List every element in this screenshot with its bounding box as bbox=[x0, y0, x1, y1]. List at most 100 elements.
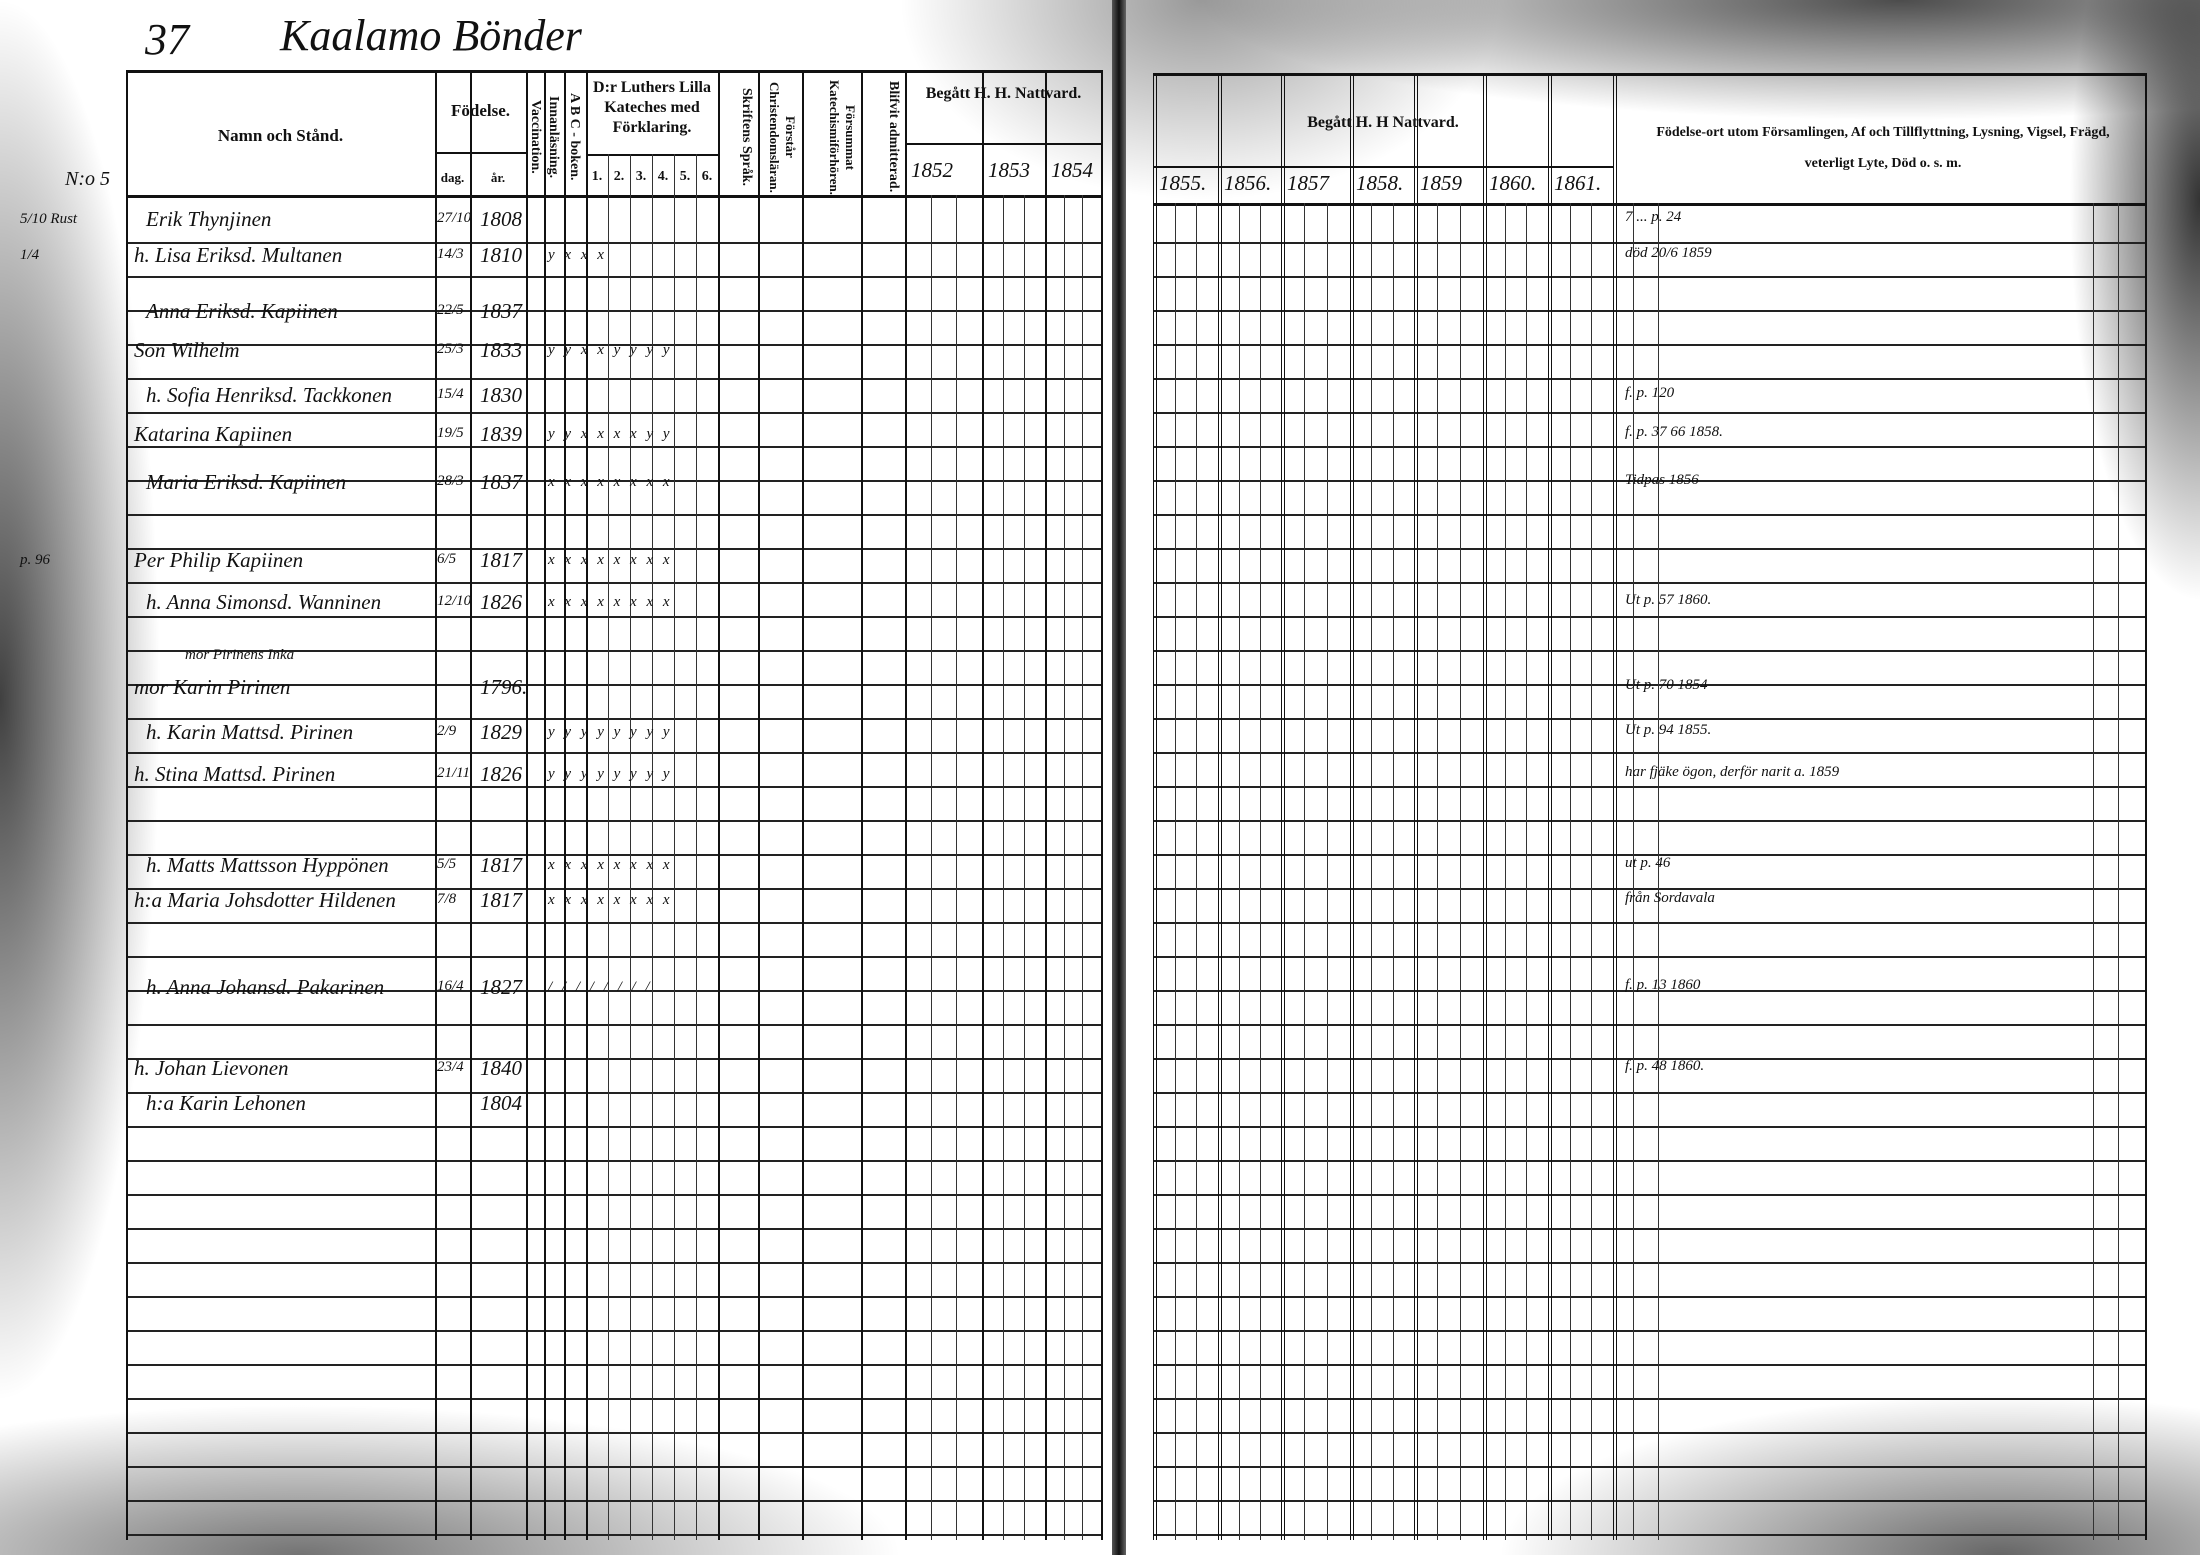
birth-year: 1829 bbox=[480, 720, 522, 744]
birth-year: 1804 bbox=[480, 1091, 522, 1115]
column-divider bbox=[564, 70, 566, 1540]
left-page-table: Namn och Stånd. Födelse. dag. år. Vaccin… bbox=[126, 70, 1103, 1540]
person-name: h. Matts Mattsson Hyppönen bbox=[146, 853, 389, 877]
header-neglected: Försummat Katechismiförhören. bbox=[826, 79, 858, 195]
column-divider bbox=[1591, 203, 1593, 1540]
column-divider bbox=[1063, 195, 1065, 1540]
column-divider bbox=[1350, 73, 1354, 1540]
progress-marks: x x x x x x x x bbox=[548, 594, 673, 610]
column-divider bbox=[1633, 203, 1634, 1540]
column-divider bbox=[1003, 195, 1004, 1540]
column-divider bbox=[758, 70, 760, 1540]
entry-note: död 20/6 1859 bbox=[1625, 245, 1712, 261]
column-divider bbox=[1613, 73, 1617, 1540]
birth-day: 19/5 bbox=[437, 425, 464, 441]
entry-note: f. p. 13 1860 bbox=[1625, 977, 1701, 993]
column-divider bbox=[1045, 70, 1047, 1540]
column-divider bbox=[930, 195, 932, 1540]
birth-year: 1817 bbox=[480, 888, 522, 912]
person-name: Katarina Kapiinen bbox=[134, 422, 293, 446]
header-communion-year: 1858. bbox=[1356, 171, 1404, 195]
progress-marks: x x x x x x x x bbox=[548, 892, 673, 908]
header-communion-right: Begått H. H Nattvard. bbox=[1307, 114, 1459, 131]
column-divider bbox=[1239, 203, 1240, 1540]
birth-year: 1808 bbox=[480, 207, 522, 231]
entry-note: f. p. 120 bbox=[1625, 385, 1675, 401]
birth-year: 1826 bbox=[480, 590, 522, 614]
column-divider bbox=[1371, 203, 1373, 1540]
header-understands: Förstår Christendomsläran. bbox=[766, 81, 798, 193]
person-name: h. Karin Mattsd. Pirinen bbox=[146, 720, 354, 744]
header-birth: Födelse. bbox=[450, 101, 511, 120]
progress-marks: y y x x y y y y bbox=[548, 342, 673, 358]
birth-day: 2/9 bbox=[437, 723, 457, 739]
birth-year: 1827 bbox=[480, 975, 522, 999]
column-divider bbox=[1101, 70, 1103, 1540]
progress-marks: y y y y y y y y bbox=[548, 724, 673, 740]
column-divider bbox=[1414, 73, 1418, 1540]
column-divider bbox=[1196, 203, 1198, 1540]
header-scripture: Skriftens Språk. bbox=[739, 87, 754, 187]
header-day: dag. bbox=[440, 170, 465, 185]
header-communion: Begått H. H. Nattvard. bbox=[925, 85, 1082, 102]
column-divider bbox=[2118, 203, 2119, 1540]
column-divider bbox=[2093, 203, 2094, 1540]
column-divider bbox=[982, 70, 984, 1540]
column-divider bbox=[1281, 73, 1285, 1540]
header-name: Namn och Stånd. bbox=[217, 126, 344, 145]
row-lines bbox=[126, 210, 1102, 1540]
column-divider bbox=[956, 195, 958, 1540]
header-communion-year: 1857 bbox=[1287, 171, 1329, 195]
column-divider bbox=[1218, 73, 1222, 1540]
entry-note: Ut p. 57 1860. bbox=[1625, 592, 1712, 608]
birth-day: 23/4 bbox=[437, 1059, 464, 1075]
column-divider bbox=[544, 70, 546, 1540]
progress-marks: / / / / / / / / bbox=[548, 979, 653, 995]
column-divider bbox=[526, 70, 528, 1540]
header-vaccination: Vaccination. bbox=[528, 100, 543, 174]
header-luther: D:r Luthers Lilla Kateches med Förklarin… bbox=[593, 79, 711, 136]
birth-day: 12/10 bbox=[437, 593, 472, 609]
person-name: Per Philip Kapiinen bbox=[134, 548, 304, 572]
birth-day: 14/3 bbox=[437, 246, 464, 262]
birth-day: 28/3 bbox=[437, 473, 464, 489]
person-name: Maria Eriksd. Kapiinen bbox=[146, 470, 347, 494]
column-divider bbox=[652, 154, 653, 1540]
column-divider bbox=[1460, 203, 1461, 1540]
header-year: år. bbox=[490, 170, 506, 185]
birth-day: 5/5 bbox=[437, 856, 457, 872]
birth-year: 1839 bbox=[480, 422, 522, 446]
header-notes: Födelse-ort utom Församlingen, Af och Ti… bbox=[1656, 125, 2110, 171]
header-reading: Innanläsning. bbox=[546, 95, 561, 179]
column-divider bbox=[1526, 203, 1528, 1540]
header-luther-part: 6. bbox=[701, 169, 713, 184]
birth-year: 1817 bbox=[480, 853, 522, 877]
margin-note: p. 96 bbox=[20, 552, 50, 568]
person-name: Anna Eriksd. Kapiinen bbox=[146, 299, 338, 323]
person-name: h. Stina Mattsd. Pirinen bbox=[134, 762, 336, 786]
column-divider bbox=[861, 70, 863, 1540]
header-communion-year: 1856. bbox=[1224, 171, 1272, 195]
person-name: h:a Karin Lehonen bbox=[146, 1091, 306, 1115]
birth-year: 1837 bbox=[480, 299, 522, 323]
margin-note: 5/10 Rust bbox=[20, 211, 78, 227]
header-luther-part: 5. bbox=[679, 169, 691, 184]
birth-day: 21/11 bbox=[437, 765, 471, 781]
right-page-table: Begått H. H Nattvard. Födelse-ort utom F… bbox=[1153, 73, 2147, 1540]
column-divider bbox=[905, 70, 907, 1540]
header-luther-part: 3. bbox=[635, 169, 647, 184]
person-name: h. Sofia Henriksd. Tackkonen bbox=[146, 383, 392, 407]
column-divider bbox=[718, 70, 720, 1540]
entry-note: Ut p. 94 1855. bbox=[1625, 722, 1712, 738]
birth-year: 1796. bbox=[480, 675, 528, 699]
header-abc: A B C - boken. bbox=[567, 93, 582, 181]
header-communion-year: 1855. bbox=[1159, 171, 1207, 195]
header-communion-year: 1860. bbox=[1489, 171, 1537, 195]
column-divider bbox=[1392, 203, 1394, 1540]
column-divider bbox=[802, 70, 804, 1540]
column-divider bbox=[1153, 73, 1157, 1540]
birth-year: 1830 bbox=[480, 383, 522, 407]
column-divider bbox=[2145, 73, 2147, 1540]
column-divider bbox=[1327, 203, 1328, 1540]
column-divider bbox=[1304, 203, 1305, 1540]
